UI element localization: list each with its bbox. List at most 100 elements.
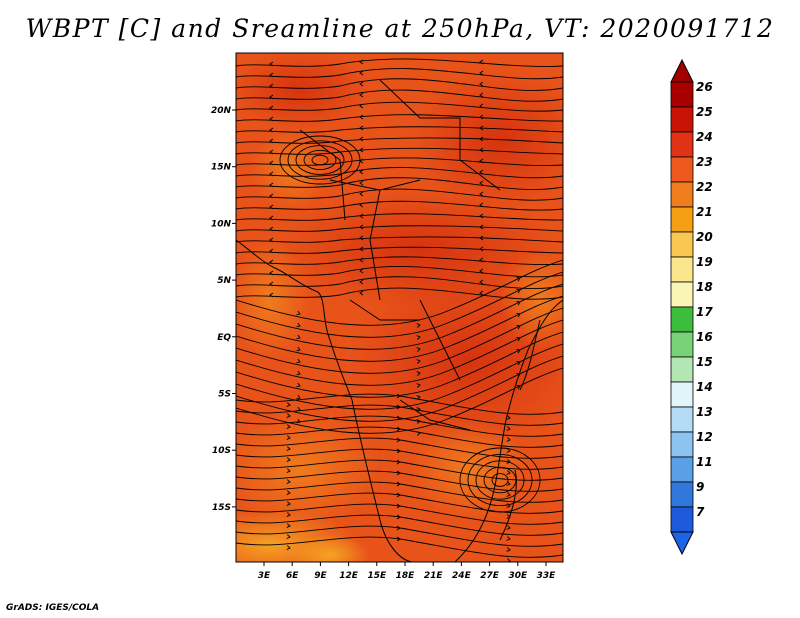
streamline-arrow <box>516 301 521 306</box>
lon-tick-label: 15E <box>367 571 387 581</box>
colorbar-label: 18 <box>696 280 713 294</box>
streamline <box>236 114 563 122</box>
streamline-arrow <box>269 237 274 243</box>
colorbar-segment <box>670 456 694 483</box>
streamline-arrow <box>269 171 274 177</box>
coastlines <box>236 79 563 562</box>
streamline <box>311 154 329 166</box>
streamline-arrow <box>516 313 521 318</box>
streamline-arrow <box>286 413 291 418</box>
streamline-arrow <box>359 191 364 197</box>
streamline-arrow <box>269 193 274 199</box>
streamline-arrow <box>506 470 511 475</box>
streamline-arrow <box>269 182 274 188</box>
streamline-arrow <box>359 257 364 263</box>
streamline-arrow <box>506 437 511 442</box>
colorbar-label: 13 <box>696 405 713 419</box>
streamline-arrow <box>396 415 401 421</box>
streamline-arrow <box>479 224 484 230</box>
streamline-arrow <box>506 492 511 497</box>
streamline-arrow <box>506 448 511 453</box>
map-frame <box>235 52 564 563</box>
colorbar-label: 25 <box>696 105 713 119</box>
lat-tick-label: 15S <box>212 503 231 513</box>
streamline-arrow <box>296 382 301 388</box>
streamline-arrow <box>359 136 364 142</box>
streamline-arrow <box>359 224 364 230</box>
colorbar-segment <box>670 281 694 308</box>
lat-tick-label: 20N <box>211 106 232 116</box>
streamline-arrow <box>269 226 274 232</box>
streamline-arrow <box>479 125 484 131</box>
colorbar-segment <box>670 256 694 283</box>
streamline <box>236 137 563 144</box>
streamline-arrow <box>269 127 274 133</box>
streamline-arrow <box>286 545 291 550</box>
streamline-arrow <box>416 335 421 340</box>
streamline-arrow <box>286 424 291 429</box>
streamline-arrow <box>396 459 401 465</box>
streamline-arrow <box>296 334 301 340</box>
colorbar-segment <box>670 406 694 433</box>
colorbar-segment <box>670 381 694 408</box>
streamline-arrow <box>516 289 521 294</box>
streamline-arrow <box>359 246 364 252</box>
lat-tick-label: 10N <box>211 219 232 229</box>
chart-title: WBPT [C] and Sreamline at 250hPa, VT: 20… <box>25 14 775 43</box>
streamline <box>236 157 563 166</box>
streamline-arrow <box>396 514 401 520</box>
lat-tick-label: 15N <box>211 163 232 173</box>
streamline <box>467 453 533 507</box>
colorbar-label: 7 <box>696 505 705 519</box>
streamline-arrow <box>396 492 401 498</box>
streamline-arrow <box>506 459 511 464</box>
streamline-arrow <box>416 347 421 352</box>
streamline-arrow <box>479 136 484 142</box>
streamline-arrow <box>286 468 291 473</box>
streamline-arrow <box>479 59 484 65</box>
streamline-arrow <box>359 147 364 153</box>
streamline-arrow <box>516 277 521 282</box>
streamline-arrow <box>479 290 484 296</box>
streamline-arrow <box>296 358 301 364</box>
streamline-arrow <box>286 457 291 462</box>
streamline <box>236 271 563 338</box>
streamline-arrow <box>359 114 364 120</box>
colorbar-label: 21 <box>696 205 713 219</box>
lon-tick-label: 27E <box>480 571 500 581</box>
streamline-arrow <box>296 346 301 352</box>
colorbar-segment <box>670 106 694 133</box>
colorbar-segment <box>670 481 694 508</box>
streamline-arrow <box>396 448 401 454</box>
streamline-arrow <box>296 370 301 376</box>
streamline-arrow <box>396 481 401 487</box>
streamline-arrow <box>359 279 364 285</box>
streamline-arrow <box>416 395 421 400</box>
colorbar-label: 9 <box>696 480 704 494</box>
streamline-arrow <box>286 501 291 506</box>
colorbar-segment <box>670 431 694 458</box>
streamline <box>236 295 563 362</box>
streamline-arrow <box>506 525 511 530</box>
colorbar-label: 22 <box>696 180 713 194</box>
streamline-arrow <box>359 290 364 296</box>
streamline-arrow <box>416 323 421 328</box>
streamline-arrow <box>269 149 274 155</box>
streamline-arrow <box>479 81 484 87</box>
streamline-arrow <box>296 322 301 328</box>
streamline-arrow <box>269 281 274 287</box>
streamline <box>279 135 361 185</box>
streamline-arrow <box>269 94 274 100</box>
streamline-arrow <box>479 213 484 219</box>
streamline-arrow <box>416 359 421 364</box>
colorbar-bottom-arrow <box>670 531 694 556</box>
latitude-axis: 20N 15N 10N 5N EQ 5S 10S 15S <box>211 106 236 513</box>
lat-tick-label: 5N <box>217 276 231 286</box>
streamline <box>236 287 563 300</box>
lon-tick-label: 18E <box>396 571 416 581</box>
streamline-arrow <box>396 393 401 399</box>
colorbar-label: 16 <box>696 330 713 344</box>
streamline-arrow <box>269 105 274 111</box>
lat-tick-label: EQ <box>217 333 231 343</box>
